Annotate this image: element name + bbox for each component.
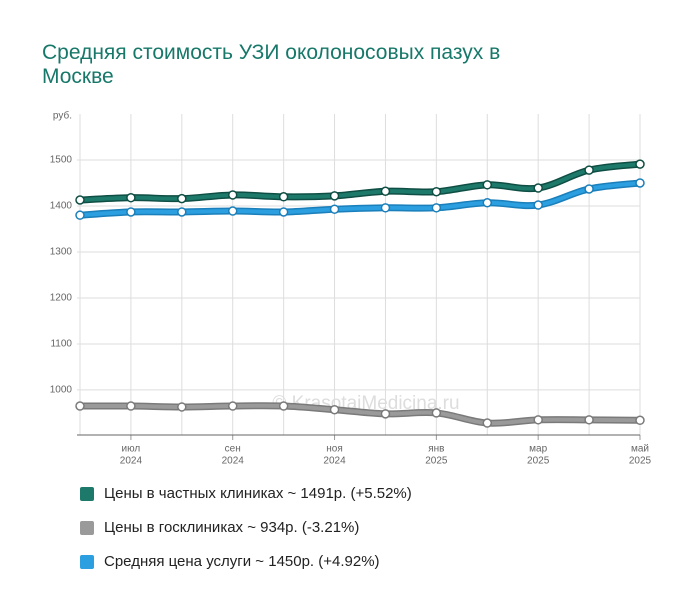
point	[482, 198, 493, 208]
point	[533, 200, 543, 210]
point	[329, 191, 340, 201]
point	[177, 207, 187, 217]
point	[126, 401, 136, 411]
x-tick-label: 2025	[527, 456, 550, 467]
point	[227, 206, 238, 216]
point	[584, 184, 594, 194]
x-tick-label: 2025	[629, 456, 652, 467]
x-tick-label: 2024	[222, 456, 245, 467]
point	[177, 402, 187, 412]
point	[584, 415, 594, 425]
x-tick-label: 2024	[120, 456, 143, 467]
point	[635, 159, 645, 169]
legend-label: Средняя цена услуги ~ 1450р. (+4.92%)	[104, 553, 380, 570]
point	[431, 203, 442, 213]
point	[278, 207, 289, 217]
point	[533, 183, 543, 193]
point	[227, 401, 238, 411]
point	[635, 415, 645, 426]
point	[584, 165, 594, 175]
grid	[77, 114, 641, 435]
y-tick-label: 1300	[50, 247, 73, 258]
point	[482, 180, 493, 190]
legend-swatch	[80, 487, 94, 501]
chart-title: Средняя стоимость УЗИ околоносовых пазух…	[42, 41, 500, 64]
point	[431, 186, 442, 197]
point	[635, 178, 645, 188]
point	[126, 192, 136, 203]
point	[482, 418, 493, 428]
point	[329, 204, 340, 214]
x-tick-label: 2025	[425, 456, 448, 467]
legend-label: Цены в частных клиниках ~ 1491р. (+5.52%…	[104, 485, 412, 502]
x-tick-label: май	[631, 444, 649, 455]
point	[329, 404, 340, 415]
x-tick-label: янв	[428, 444, 444, 455]
x-tick-label: сен	[225, 444, 241, 455]
y-tick-label: 1000	[50, 385, 73, 396]
chart-title: Москве	[42, 65, 114, 88]
x-tick-label: 2024	[323, 456, 346, 467]
legend-swatch	[80, 521, 94, 535]
point	[380, 186, 391, 197]
point	[126, 207, 136, 217]
point	[278, 192, 289, 202]
y-tick-label: 1500	[50, 155, 73, 166]
point	[380, 203, 391, 213]
point	[431, 408, 442, 418]
point	[177, 193, 187, 204]
y-tick-label: 1400	[50, 201, 73, 212]
x-tick-label: мар	[529, 444, 547, 455]
point	[75, 210, 85, 220]
point	[533, 415, 543, 425]
x-tick-label: июл	[122, 444, 141, 455]
x-tick-label: ноя	[326, 444, 343, 455]
series-line	[78, 162, 642, 202]
legend-label: Цены в госклиниках ~ 934р. (-3.21%)	[104, 519, 359, 536]
point	[278, 401, 289, 411]
point	[75, 195, 85, 205]
point	[75, 401, 85, 411]
y-axis-label: руб.	[53, 110, 72, 122]
y-tick-label: 1200	[50, 293, 73, 304]
point	[380, 409, 391, 419]
legend-swatch	[80, 555, 94, 569]
point	[227, 190, 238, 200]
y-tick-label: 1100	[50, 339, 72, 350]
